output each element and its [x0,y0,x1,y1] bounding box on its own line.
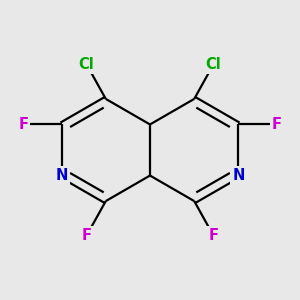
Text: F: F [18,117,28,132]
Text: Cl: Cl [206,57,221,72]
Text: Cl: Cl [79,57,94,72]
Text: F: F [208,228,218,243]
Text: N: N [55,168,68,183]
Text: F: F [272,117,282,132]
Text: N: N [232,168,245,183]
Text: F: F [82,228,92,243]
